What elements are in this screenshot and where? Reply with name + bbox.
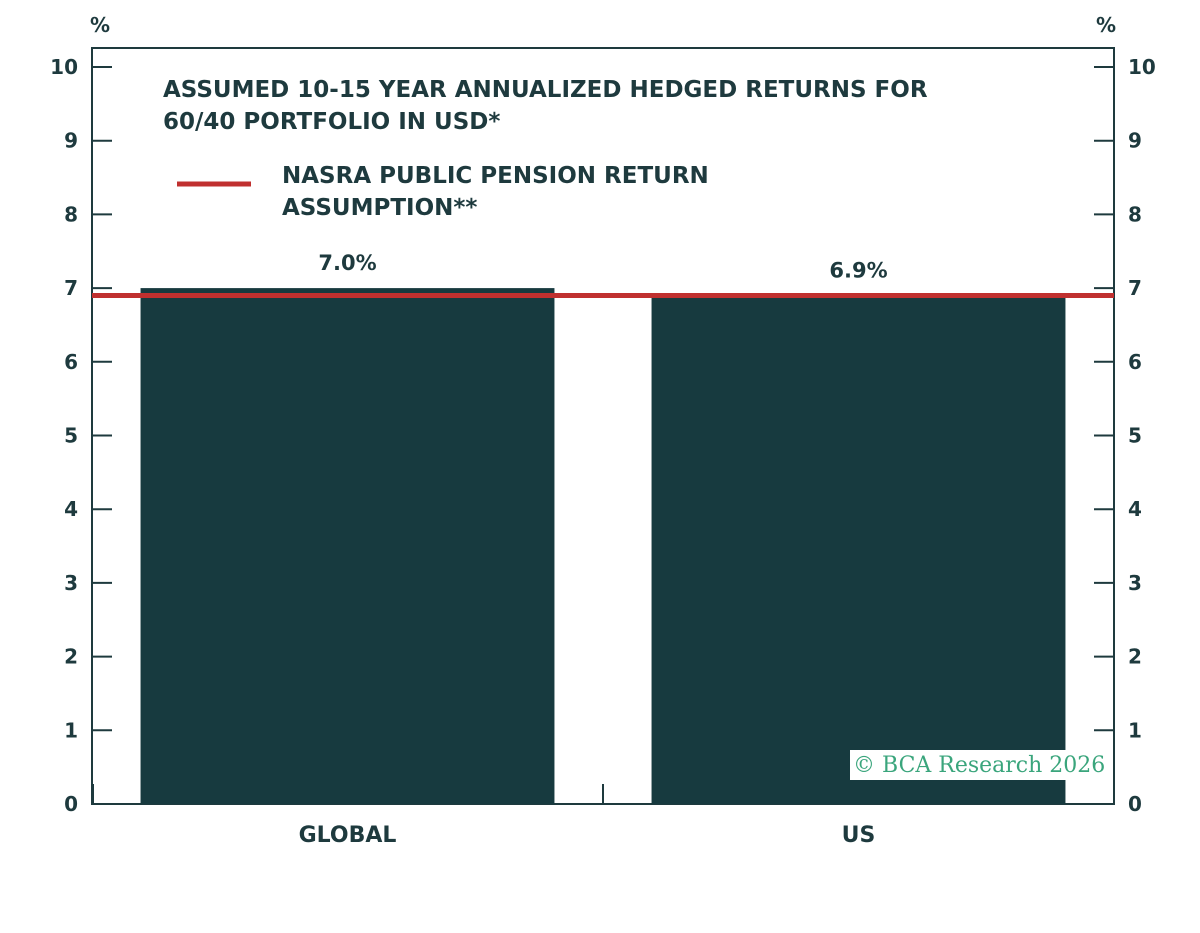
y-tick-label-right: 8 (1128, 202, 1142, 226)
chart-title-line-1: ASSUMED 10-15 YEAR ANNUALIZED HEDGED RET… (163, 77, 928, 103)
y-tick-label-left: 6 (64, 350, 78, 374)
y-tick-label-right: 2 (1128, 645, 1142, 669)
y-tick-label-right: 5 (1128, 424, 1142, 448)
data-labels: 7.0% 6.9% (318, 251, 887, 282)
y-tick-label-right: 6 (1128, 350, 1142, 374)
y-tick-label-left: 0 (64, 792, 78, 816)
chart-title-line-2: 60/40 PORTFOLIO IN USD* (163, 109, 500, 135)
y-tick-label-right: 0 (1128, 792, 1142, 816)
y-tick-label-left: 3 (64, 571, 78, 595)
y-axis-left: 0 1 2 3 4 5 6 7 8 9 10 (50, 55, 112, 816)
y-tick-label-right: 3 (1128, 571, 1142, 595)
y-tick-label-left: 8 (64, 202, 78, 226)
y-axis-right: 0 1 2 3 4 5 6 7 8 9 10 (1094, 55, 1156, 816)
category-labels: GLOBAL US (299, 823, 876, 848)
legend-label-line-2: ASSUMPTION** (282, 195, 477, 221)
y-tick-label-left: 7 (64, 276, 78, 300)
y-tick-label-right: 10 (1128, 55, 1156, 79)
y-tick-label-left: 10 (50, 55, 78, 79)
bar-global (140, 288, 555, 805)
y-tick-label-left: 5 (64, 424, 78, 448)
y-tick-label-left: 1 (64, 718, 78, 742)
data-label-global: 7.0% (318, 251, 376, 275)
y-tick-label-right: 7 (1128, 276, 1142, 300)
bars (140, 288, 1066, 805)
y-unit-left: % (90, 13, 110, 37)
watermark-background (850, 750, 1090, 780)
y-tick-label-right: 4 (1128, 497, 1142, 521)
bar-us (651, 295, 1066, 804)
y-tick-label-left: 9 (64, 129, 78, 153)
watermark: © BCA Research 2026 (853, 753, 1105, 778)
y-tick-label-right: 9 (1128, 129, 1142, 153)
legend-label-line-1: NASRA PUBLIC PENSION RETURN (282, 163, 709, 189)
category-label-us: US (842, 823, 876, 848)
y-tick-label-left: 2 (64, 645, 78, 669)
category-label-global: GLOBAL (299, 823, 397, 848)
y-tick-label-right: 1 (1128, 718, 1142, 742)
data-label-us: 6.9% (829, 258, 887, 282)
y-unit-right: % (1096, 13, 1116, 37)
y-tick-label-left: 4 (64, 497, 78, 521)
